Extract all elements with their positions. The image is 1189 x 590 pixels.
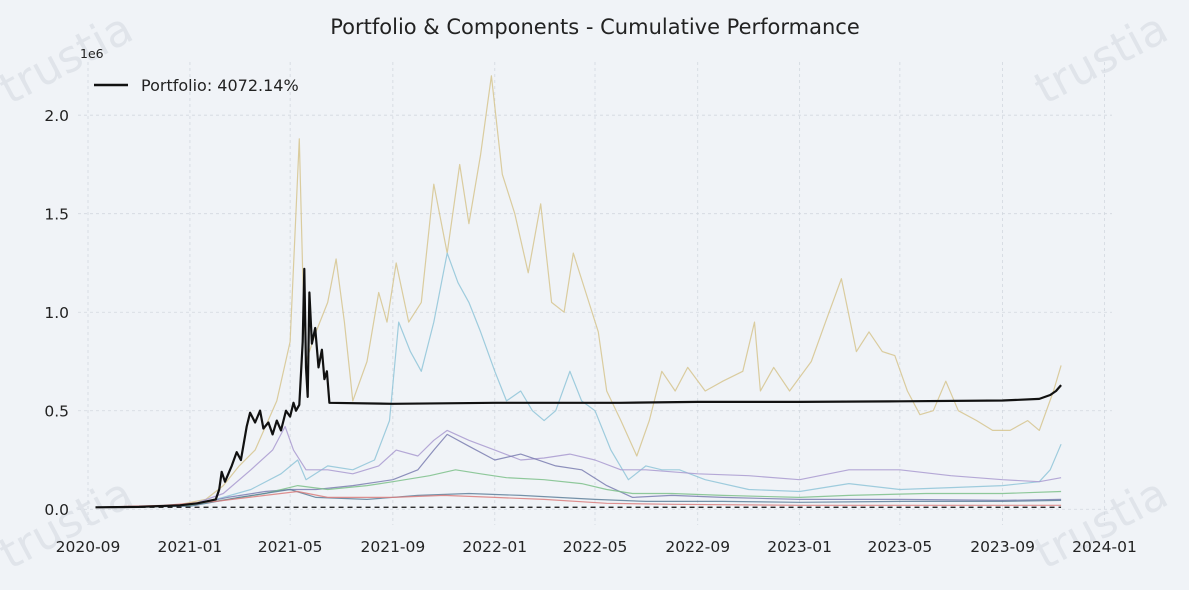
y-tick-label: 2.0 <box>44 107 69 125</box>
y-tick-label: 1.0 <box>44 304 69 322</box>
x-tick-label: 2021-05 <box>258 538 323 556</box>
x-tick-label: 2021-09 <box>360 538 425 556</box>
y-tick-label: 0.5 <box>44 403 69 421</box>
x-tick-label: 2022-01 <box>462 538 527 556</box>
series-line-component-3 <box>95 433 1062 508</box>
x-tick-label: 2023-05 <box>867 538 932 556</box>
x-tick-label: 2020-09 <box>56 538 121 556</box>
y-tick-label: 0.0 <box>44 501 69 519</box>
legend-label-portfolio: Portfolio: 4072.14% <box>141 76 299 95</box>
watermark-1: trustia <box>1026 3 1176 115</box>
series-line-component-5 <box>95 488 1062 508</box>
x-tick-label: 2022-05 <box>563 538 628 556</box>
watermark-2: trustia <box>0 468 141 580</box>
watermark-3: trustia <box>1026 468 1176 580</box>
chart-title: Portfolio & Components - Cumulative Perf… <box>330 15 860 39</box>
x-tick-label: 2024-01 <box>1072 538 1137 556</box>
x-tick-label: 2022-09 <box>665 538 730 556</box>
series-layer <box>95 75 1062 509</box>
series-line-portfolio <box>95 267 1062 509</box>
legend: Portfolio: 4072.14% <box>94 76 299 95</box>
watermark-0: trustia <box>0 3 141 115</box>
y-axis-scale-note: 1e6 <box>80 46 104 61</box>
series-line-component-1 <box>95 252 1062 508</box>
y-tick-label: 1.5 <box>44 206 69 224</box>
grid-layer <box>78 62 1112 525</box>
x-tick-label: 2023-01 <box>767 538 832 556</box>
x-tick-label: 2021-01 <box>158 538 223 556</box>
series-line-component-4 <box>95 469 1062 508</box>
series-line-component-6 <box>95 490 1062 508</box>
series-line-component-2 <box>95 425 1062 508</box>
x-tick-label: 2023-09 <box>970 538 1035 556</box>
series-line-component-0 <box>95 75 1062 508</box>
axis-layer: 2020-09 2021-01 2021-05 2021-09 2022-01 2022-… <box>44 107 1137 556</box>
